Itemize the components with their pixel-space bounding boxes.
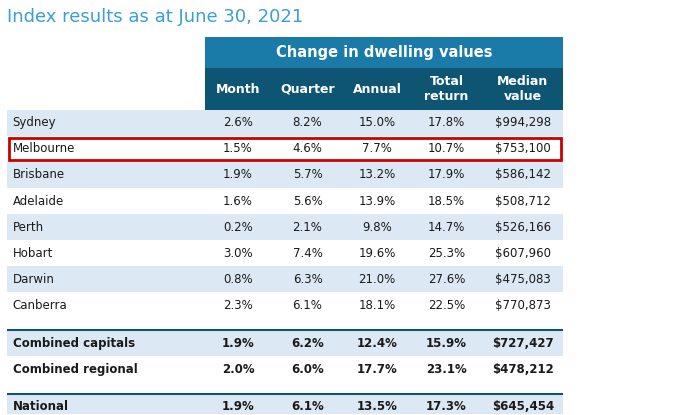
Text: Brisbane: Brisbane — [13, 168, 65, 181]
Text: National: National — [13, 400, 69, 413]
Text: 6.3%: 6.3% — [293, 273, 322, 286]
Text: $478,212: $478,212 — [492, 363, 554, 376]
Text: 7.7%: 7.7% — [362, 142, 392, 155]
Text: 18.1%: 18.1% — [359, 299, 395, 312]
Text: 25.3%: 25.3% — [428, 247, 465, 260]
Text: 23.1%: 23.1% — [426, 363, 467, 376]
Text: 2.1%: 2.1% — [293, 221, 322, 234]
Text: 13.9%: 13.9% — [359, 195, 395, 208]
Text: 4.6%: 4.6% — [293, 142, 322, 155]
Text: 1.9%: 1.9% — [223, 168, 253, 181]
Text: $526,166: $526,166 — [495, 221, 551, 234]
Text: 13.5%: 13.5% — [357, 400, 398, 413]
Text: 6.2%: 6.2% — [291, 337, 324, 349]
Text: Sydney: Sydney — [13, 116, 56, 129]
FancyBboxPatch shape — [7, 266, 563, 292]
Text: $475,083: $475,083 — [495, 273, 551, 286]
Text: 1.9%: 1.9% — [222, 337, 254, 349]
Text: Hobart: Hobart — [13, 247, 53, 260]
Text: 6.1%: 6.1% — [293, 299, 322, 312]
Text: 0.2%: 0.2% — [223, 221, 253, 234]
Text: 17.3%: 17.3% — [426, 400, 467, 413]
Text: 22.5%: 22.5% — [428, 299, 465, 312]
Text: $994,298: $994,298 — [495, 116, 551, 129]
FancyBboxPatch shape — [7, 188, 563, 214]
Text: $508,712: $508,712 — [495, 195, 551, 208]
Text: 12.4%: 12.4% — [357, 337, 398, 349]
Text: Adelaide: Adelaide — [13, 195, 64, 208]
Text: $753,100: $753,100 — [495, 142, 551, 155]
Text: 9.8%: 9.8% — [362, 221, 392, 234]
Text: 0.8%: 0.8% — [223, 273, 253, 286]
FancyBboxPatch shape — [7, 292, 563, 318]
Text: Combined capitals: Combined capitals — [13, 337, 135, 349]
Text: $645,454: $645,454 — [492, 400, 554, 413]
Text: 5.7%: 5.7% — [293, 168, 322, 181]
Text: 2.3%: 2.3% — [223, 299, 253, 312]
Text: Darwin: Darwin — [13, 273, 54, 286]
FancyBboxPatch shape — [7, 110, 563, 136]
Text: $586,142: $586,142 — [495, 168, 551, 181]
Text: 19.6%: 19.6% — [359, 247, 395, 260]
Text: 17.8%: 17.8% — [428, 116, 465, 129]
FancyBboxPatch shape — [7, 356, 563, 382]
Text: 17.9%: 17.9% — [428, 168, 465, 181]
FancyBboxPatch shape — [7, 394, 563, 415]
Text: 18.5%: 18.5% — [428, 195, 465, 208]
Text: Annual: Annual — [352, 83, 402, 95]
Text: 21.0%: 21.0% — [359, 273, 395, 286]
Text: 8.2%: 8.2% — [293, 116, 322, 129]
Text: 15.9%: 15.9% — [426, 337, 467, 349]
FancyBboxPatch shape — [7, 136, 563, 162]
Text: 6.0%: 6.0% — [291, 363, 324, 376]
FancyBboxPatch shape — [205, 37, 563, 68]
Text: $607,960: $607,960 — [495, 247, 551, 260]
FancyBboxPatch shape — [205, 68, 563, 110]
Text: Change in dwelling values: Change in dwelling values — [276, 45, 492, 60]
FancyBboxPatch shape — [7, 214, 563, 240]
Text: 6.1%: 6.1% — [291, 400, 324, 413]
Text: 2.6%: 2.6% — [223, 116, 253, 129]
Text: 10.7%: 10.7% — [428, 142, 465, 155]
Text: 1.6%: 1.6% — [223, 195, 253, 208]
Text: $727,427: $727,427 — [492, 337, 554, 349]
Text: Melbourne: Melbourne — [13, 142, 75, 155]
Text: Index results as at June 30, 2021: Index results as at June 30, 2021 — [7, 8, 303, 26]
Text: Median
value: Median value — [498, 75, 548, 103]
Text: 1.9%: 1.9% — [222, 400, 254, 413]
Text: 1.5%: 1.5% — [223, 142, 253, 155]
Text: Canberra: Canberra — [13, 299, 67, 312]
FancyBboxPatch shape — [7, 240, 563, 266]
Text: 15.0%: 15.0% — [359, 116, 395, 129]
Text: Total
return: Total return — [425, 75, 468, 103]
Text: 3.0%: 3.0% — [223, 247, 253, 260]
FancyBboxPatch shape — [7, 330, 563, 356]
Text: Combined regional: Combined regional — [13, 363, 137, 376]
Text: 5.6%: 5.6% — [293, 195, 322, 208]
Text: 27.6%: 27.6% — [428, 273, 465, 286]
Text: Quarter: Quarter — [280, 83, 335, 95]
Text: 14.7%: 14.7% — [428, 221, 465, 234]
Text: Perth: Perth — [13, 221, 44, 234]
Text: 7.4%: 7.4% — [293, 247, 322, 260]
Text: $770,873: $770,873 — [495, 299, 551, 312]
Text: Month: Month — [215, 83, 261, 95]
FancyBboxPatch shape — [7, 162, 563, 188]
Text: 17.7%: 17.7% — [357, 363, 398, 376]
Text: 13.2%: 13.2% — [359, 168, 395, 181]
Text: 2.0%: 2.0% — [222, 363, 254, 376]
